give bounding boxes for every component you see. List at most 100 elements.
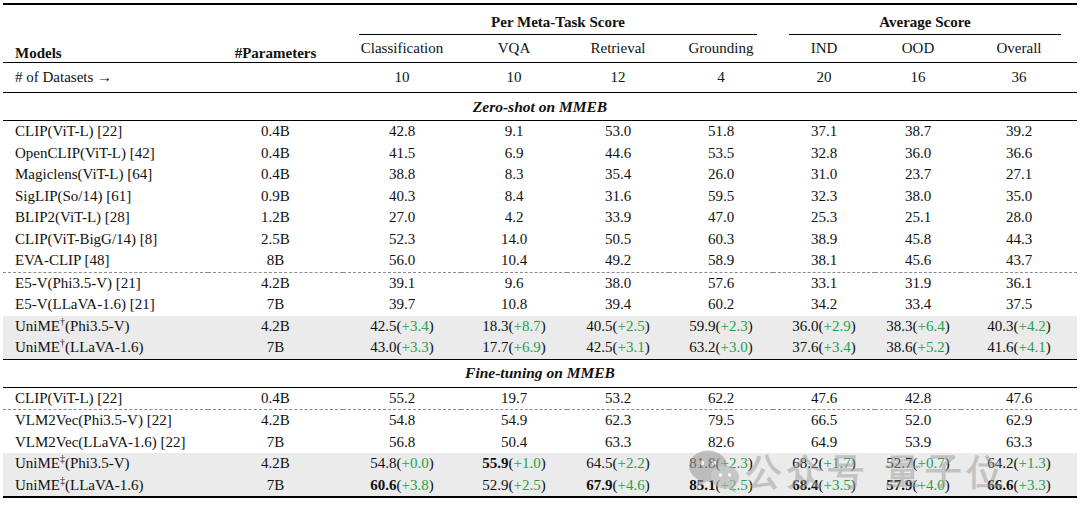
score-value: 66.5 [811, 412, 837, 428]
model-name-cell: CLIP(ViT-BigG/14) [8] [3, 229, 208, 251]
score-value: 33.9 [605, 209, 631, 225]
score-cell: 31.6 [567, 186, 669, 208]
page: Models #Parameters Per Meta-Task Score A… [0, 0, 1080, 514]
model-name-cell: OpenCLIP(ViT-L) [42] [3, 143, 208, 165]
model-name-cell: Magiclens(ViT-L) [64] [3, 164, 208, 186]
model-name-cell: VLM2Vec(Phi3.5-V) [22] [3, 410, 208, 432]
score-cell: 54.8 [343, 410, 461, 432]
score-cell: 64.9 [773, 432, 875, 454]
score-delta: +3.8 [402, 477, 429, 493]
score-cell: 52.7(+0.7) [875, 453, 961, 475]
score-value: 85.1 [689, 477, 715, 493]
score-value: 36.1 [1006, 275, 1032, 291]
model-variant: (Phi3.5-V) [65, 455, 130, 471]
score-cell: 79.5 [669, 410, 773, 432]
table-row: VLM2Vec(Phi3.5-V) [22]4.2B54.854.962.379… [3, 410, 1077, 432]
score-value: 41.6 [987, 339, 1013, 355]
score-value: 45.8 [905, 231, 931, 247]
score-value: 31.0 [811, 166, 837, 182]
score-cell: 64.2(+1.3) [961, 453, 1077, 475]
dataset-count-cell: 16 [875, 63, 961, 93]
score-delta: +6.9 [514, 339, 541, 355]
score-value: 64.9 [811, 434, 837, 450]
score-value: 53.5 [708, 145, 734, 161]
score-value: 62.2 [708, 390, 734, 406]
score-value: 27.0 [389, 209, 415, 225]
score-cell: 17.7(+6.9) [461, 337, 567, 359]
score-value: 42.8 [389, 123, 415, 139]
score-value: 62.3 [605, 412, 631, 428]
score-value: 64.5 [586, 455, 612, 471]
score-cell: 44.3 [961, 229, 1077, 251]
column-header-overall: Overall [961, 35, 1077, 63]
model-name: UniME [15, 455, 60, 471]
score-value: 14.0 [501, 231, 527, 247]
empty-cell [208, 63, 343, 93]
score-cell: 34.2 [773, 294, 875, 316]
score-value: 25.3 [811, 209, 837, 225]
score-cell: 28.0 [961, 207, 1077, 229]
score-value: 52.0 [905, 412, 931, 428]
score-delta: +2.9 [824, 318, 851, 334]
parameters-cell: 0.4B [208, 121, 343, 143]
model-variant: (LLaVA-1.6) [65, 477, 143, 493]
parameters-cell: 7B [208, 475, 343, 498]
score-cell: 9.6 [461, 272, 567, 294]
score-value: 55.9 [482, 455, 508, 471]
model-name-cell: VLM2Vec(LLaVA-1.6) [22] [3, 432, 208, 454]
dataset-count-cell: 4 [669, 63, 773, 93]
score-value: 62.9 [1006, 412, 1032, 428]
model-name: OpenCLIP(ViT-L) [42] [15, 145, 155, 161]
parameters-cell: 7B [208, 337, 343, 359]
parameters-cell: 7B [208, 432, 343, 454]
score-value: 60.6 [370, 477, 396, 493]
score-cell: 63.2(+3.0) [669, 337, 773, 359]
score-cell: 40.3 [343, 186, 461, 208]
score-value: 38.3 [886, 318, 912, 334]
model-variant: (Phi3.5-V) [65, 318, 130, 334]
parameters-cell: 0.4B [208, 164, 343, 186]
table-row: Magiclens(ViT-L) [64]0.4B38.88.335.426.0… [3, 164, 1077, 186]
score-value: 44.3 [1006, 231, 1032, 247]
score-value: 38.8 [389, 166, 415, 182]
column-header-retrieval: Retrieval [567, 35, 669, 63]
score-cell: 27.0 [343, 207, 461, 229]
score-value: 9.1 [505, 123, 524, 139]
model-name: E5-V(Phi3.5-V) [21] [15, 275, 141, 291]
score-cell: 57.6 [669, 272, 773, 294]
score-value: 39.1 [389, 275, 415, 291]
score-cell: 10.8 [461, 294, 567, 316]
score-delta: +3.0 [721, 339, 748, 355]
column-group-label: Average Score [789, 14, 1061, 35]
table-row: E5-V(LLaVA-1.6) [21]7B39.710.839.460.234… [3, 294, 1077, 316]
score-value: 50.4 [501, 434, 527, 450]
score-value: 82.6 [708, 434, 734, 450]
score-value: 43.7 [1006, 252, 1032, 268]
table-row: CLIP(ViT-L) [22]0.4B55.219.753.262.247.6… [3, 387, 1077, 410]
score-value: 36.0 [792, 318, 818, 334]
score-cell: 59.5 [669, 186, 773, 208]
score-value: 52.3 [389, 231, 415, 247]
model-name-cell: UniME†(LLaVA-1.6) [3, 337, 208, 359]
score-value: 52.9 [482, 477, 508, 493]
model-name: SigLIP(So/14) [61] [15, 188, 131, 204]
score-value: 8.3 [505, 166, 524, 182]
score-cell: 51.8 [669, 121, 773, 143]
column-header-ood: OOD [875, 35, 961, 63]
dataset-count-cell: 12 [567, 63, 669, 93]
score-cell: 56.8 [343, 432, 461, 454]
score-value: 18.3 [482, 318, 508, 334]
score-cell: 54.9 [461, 410, 567, 432]
score-cell: 62.9 [961, 410, 1077, 432]
column-group-label: Per Meta-Task Score [359, 14, 757, 35]
score-delta: +0.7 [918, 455, 945, 471]
model-name: CLIP(ViT-L) [22] [15, 123, 122, 139]
score-cell: 68.2(+1.7) [773, 453, 875, 475]
score-cell: 42.5(+3.1) [567, 337, 669, 359]
score-delta: +1.7 [824, 455, 851, 471]
datasets-label: # of Datasets → [3, 63, 208, 93]
table-row: EVA-CLIP [48]8B56.010.449.258.938.145.64… [3, 250, 1077, 272]
parameters-cell: 0.4B [208, 143, 343, 165]
score-value: 59.9 [689, 318, 715, 334]
score-cell: 52.0 [875, 410, 961, 432]
